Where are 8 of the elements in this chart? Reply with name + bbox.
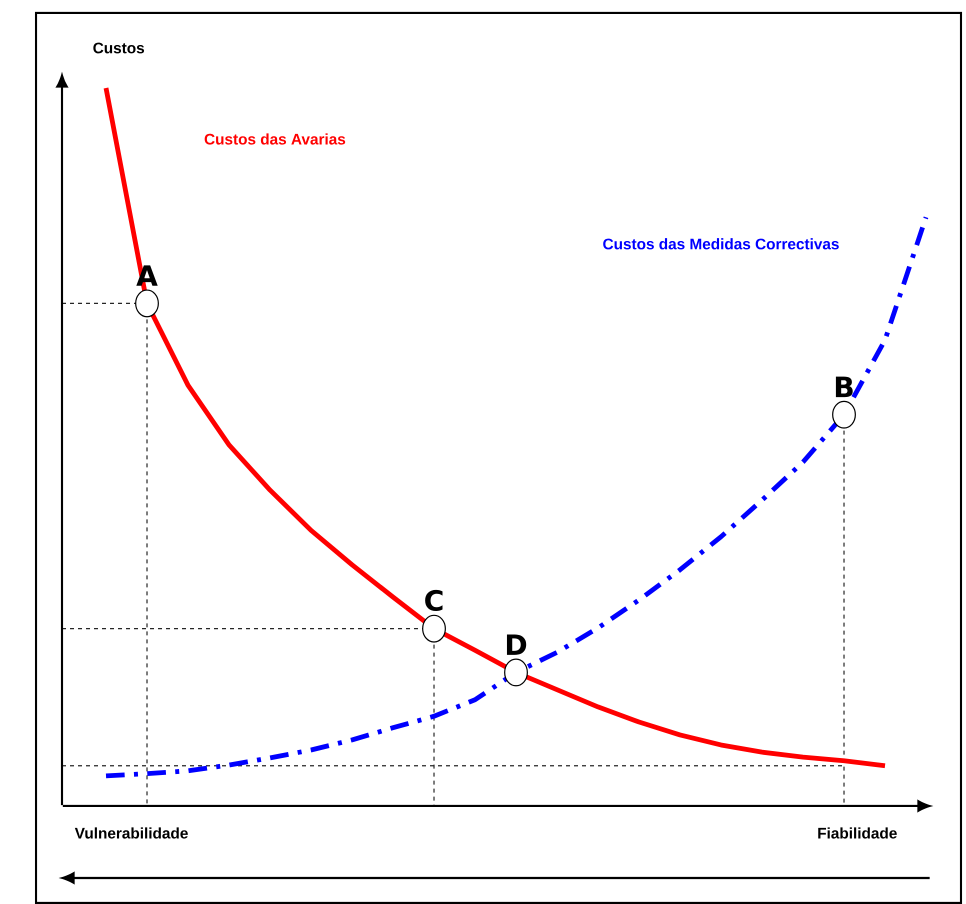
annotation: D	[506, 634, 526, 655]
y-axis-title: Custos	[93, 42, 144, 54]
annotation: C	[425, 590, 442, 612]
annotation: B	[836, 376, 853, 398]
text: Custos das Medidas Correctivas	[603, 238, 839, 250]
text: Vulnerabilidade	[74, 827, 188, 839]
text: Fiabilidade	[818, 827, 897, 839]
text: Custos das Avarias	[204, 133, 346, 145]
